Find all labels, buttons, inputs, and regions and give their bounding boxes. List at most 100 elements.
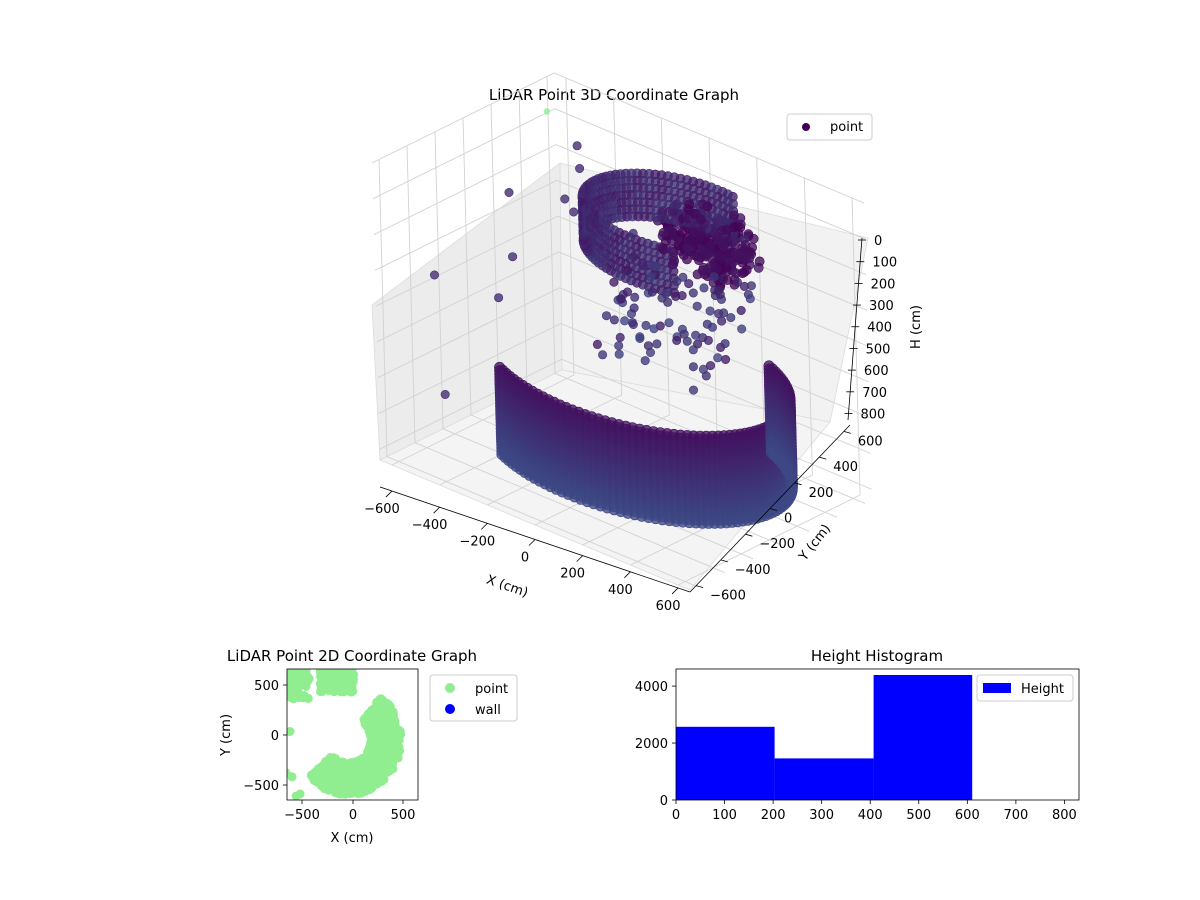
z-tick-3d: 0 bbox=[874, 234, 882, 249]
scatter-point-2d bbox=[366, 722, 376, 732]
scatter-point-2d bbox=[287, 684, 297, 693]
scatter-point-2d bbox=[287, 727, 295, 736]
scatter-point-2d bbox=[299, 691, 309, 700]
x-tick-2d: −500 bbox=[284, 808, 320, 823]
scatter-point-3d bbox=[745, 294, 755, 304]
scatter-point-3d bbox=[699, 283, 709, 293]
z-tick-3d: 600 bbox=[864, 364, 889, 379]
z-tick-3d: 800 bbox=[861, 407, 886, 422]
scatter-point-2d bbox=[376, 729, 386, 739]
scatter-point-3d bbox=[647, 287, 657, 297]
histogram-bars bbox=[676, 675, 973, 800]
chart-3d-title: LiDAR Point 3D Coordinate Graph bbox=[489, 86, 739, 104]
legend-3d-marker-point bbox=[802, 123, 810, 131]
z-tick-3d: 300 bbox=[869, 299, 894, 314]
scatter-point-3d bbox=[748, 233, 759, 244]
y-tick-mark-3d bbox=[720, 559, 728, 563]
grid-line-z bbox=[374, 179, 868, 311]
histogram-x-tick: 500 bbox=[906, 808, 931, 823]
scatter-point-3d bbox=[698, 333, 708, 343]
scatter-point-3d bbox=[620, 316, 630, 326]
scatter-point-2d bbox=[356, 757, 366, 767]
scatter-point-3d bbox=[629, 303, 639, 313]
scatter-point-3d bbox=[765, 447, 777, 459]
scatter-point-2d bbox=[367, 772, 376, 782]
scatter-point-3d bbox=[672, 276, 682, 286]
scatter-point-3d bbox=[678, 272, 688, 282]
scatter-point-3d bbox=[575, 164, 585, 174]
scatter-point-3d bbox=[646, 272, 656, 282]
scatter-point-3d bbox=[709, 272, 719, 282]
legend-3d-box bbox=[786, 113, 873, 141]
scatter-point-3d bbox=[628, 252, 638, 262]
scatter-point-3d bbox=[601, 311, 611, 321]
scatter-point-2d bbox=[301, 682, 311, 691]
scatter-point-3d bbox=[641, 320, 651, 330]
scatter-point-2d bbox=[392, 724, 402, 734]
y-tick-2d: 500 bbox=[254, 679, 279, 694]
y-tick-3d: −600 bbox=[710, 589, 746, 604]
legend-2d-marker-wall bbox=[445, 704, 455, 714]
scatter-point-2d bbox=[374, 741, 384, 751]
scatter-point-3d bbox=[623, 265, 633, 275]
z-tick-3d: 100 bbox=[872, 256, 897, 271]
scatter-point-3d bbox=[614, 341, 624, 351]
scatter-point-3d bbox=[614, 349, 624, 359]
scatter-point-3d bbox=[698, 199, 708, 210]
scatter-point-3d bbox=[719, 308, 729, 318]
scatter-point-3d bbox=[738, 252, 749, 263]
x-tick-mark-3d bbox=[528, 539, 536, 546]
scatter-point-2d bbox=[302, 671, 312, 681]
scatter-point-3d bbox=[496, 448, 508, 460]
scatter-point-3d bbox=[635, 333, 645, 343]
scatter-point-2d bbox=[287, 772, 297, 782]
legend-hist-swatch bbox=[983, 683, 1011, 693]
x-tick-3d: 400 bbox=[608, 583, 633, 598]
scatter-point-3d bbox=[615, 332, 625, 342]
histogram-bar bbox=[676, 726, 775, 800]
legend-2d-label-wall: wall bbox=[475, 703, 501, 718]
scatter-point-3d bbox=[688, 288, 698, 298]
scatter-point-3d bbox=[721, 354, 731, 364]
scatter-point-2d bbox=[365, 709, 375, 719]
scatter-point-2d bbox=[329, 786, 339, 795]
x-tick-3d: 600 bbox=[656, 599, 681, 614]
legend-3d-label-point: point bbox=[830, 120, 863, 135]
x-tick-3d: 0 bbox=[521, 551, 529, 566]
histogram-title: Height Histogram bbox=[811, 647, 943, 665]
x-tick-mark-3d bbox=[671, 587, 679, 595]
y-tick-3d: 0 bbox=[784, 512, 792, 527]
scatter-point-3d bbox=[616, 294, 626, 304]
scatter-point-3d bbox=[627, 318, 637, 328]
grid-line-z bbox=[371, 72, 865, 204]
scatter-point-3d bbox=[598, 350, 608, 360]
chart-histogram: Height Histogram 0 100 200 300 400 500 600 700 8… bbox=[635, 647, 1080, 823]
x-tick-3d: −600 bbox=[364, 502, 400, 517]
histogram-x-tick: 0 bbox=[672, 808, 680, 823]
scatter-point-3d-outlier bbox=[543, 108, 551, 115]
grid-line-y bbox=[378, 159, 698, 587]
histogram-x-tick: 200 bbox=[761, 808, 786, 823]
y-tick-3d: 400 bbox=[833, 460, 858, 475]
histogram-x-tick: 600 bbox=[955, 808, 980, 823]
scatter-2d-area bbox=[287, 669, 406, 800]
legend-hist: Height bbox=[976, 674, 1074, 702]
scatter-point-3d bbox=[689, 227, 699, 238]
scatter-point-3d bbox=[658, 227, 669, 238]
grid-line-x bbox=[391, 77, 575, 466]
scatter-point-3d bbox=[696, 214, 706, 225]
scatter-point-2d bbox=[328, 676, 337, 686]
scatter-point-3d bbox=[664, 318, 674, 328]
y-tick-3d: 600 bbox=[858, 434, 883, 449]
chart-3d: LiDAR Point 3D Coordinate Graph −600 −400… bbox=[364, 72, 924, 614]
scatter-point-3d bbox=[560, 194, 570, 204]
scatter-point-3d bbox=[630, 292, 640, 302]
scatter-point-2d bbox=[336, 672, 346, 682]
scatter-point-2d bbox=[377, 699, 387, 709]
chart-2d: LiDAR Point 2D Coordinate Graph −500 0 5… bbox=[219, 647, 518, 846]
scatter-point-3d bbox=[714, 235, 725, 246]
scatter-point-3d bbox=[663, 297, 673, 307]
z-tick-3d: 700 bbox=[862, 386, 887, 401]
